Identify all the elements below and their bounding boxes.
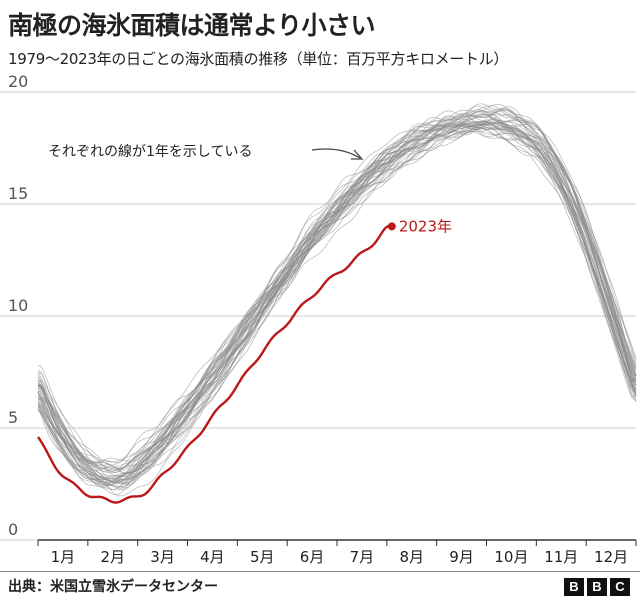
x-tick-label: 10月 bbox=[494, 548, 528, 566]
highlight-line bbox=[37, 224, 391, 504]
annotation-text: それぞれの線が1年を示している bbox=[48, 144, 253, 160]
source-note: 出典：米国立雪氷データセンター bbox=[8, 579, 218, 595]
y-tick-label: 20 bbox=[8, 72, 28, 91]
bbc-logo-letter: B bbox=[587, 578, 607, 596]
x-tick-label: 12月 bbox=[594, 548, 628, 566]
x-tick-label: 9月 bbox=[449, 548, 474, 566]
year-line bbox=[37, 119, 637, 478]
y-axis-tick-labels: 0 5 10 15 20 bbox=[8, 72, 28, 539]
year-line bbox=[37, 121, 637, 484]
year-line bbox=[37, 120, 637, 484]
annotation-arrow bbox=[311, 148, 361, 159]
annotation-arrowhead bbox=[351, 149, 364, 160]
page-title: 南極の海氷面積は通常より小さい bbox=[8, 11, 376, 40]
year-line bbox=[37, 117, 637, 482]
year-line bbox=[37, 127, 637, 491]
bbc-logo-letter: B bbox=[564, 578, 584, 596]
year-line bbox=[37, 110, 637, 473]
highlight-year-layer: 2023年 bbox=[37, 217, 452, 504]
y-tick-label: 15 bbox=[8, 184, 28, 203]
bbc-logo: B B C bbox=[564, 578, 630, 596]
year-line bbox=[37, 122, 637, 482]
x-tick-label: 3月 bbox=[150, 548, 175, 566]
year-line bbox=[37, 121, 637, 480]
year-line bbox=[38, 120, 637, 478]
year-line bbox=[37, 124, 637, 488]
background-year-lines bbox=[37, 103, 637, 497]
year-line bbox=[37, 115, 637, 480]
highlight-label: 2023年 bbox=[399, 217, 452, 235]
year-line bbox=[37, 131, 637, 496]
year-line bbox=[37, 109, 637, 473]
footer-divider bbox=[0, 571, 640, 572]
year-line bbox=[37, 109, 637, 471]
year-line bbox=[37, 121, 637, 481]
year-line bbox=[37, 110, 637, 472]
x-tick-label: 6月 bbox=[300, 548, 325, 566]
year-line bbox=[37, 121, 637, 486]
year-line bbox=[37, 125, 637, 491]
year-line bbox=[37, 124, 637, 491]
year-line bbox=[37, 128, 637, 497]
annotation-layer: それぞれの線が1年を示している bbox=[48, 144, 364, 160]
y-tick-label: 0 bbox=[8, 520, 18, 539]
year-line bbox=[37, 121, 637, 486]
year-line bbox=[37, 113, 637, 474]
highlight-endpoint bbox=[387, 222, 396, 231]
year-line bbox=[37, 121, 637, 487]
chart-subtitle: 1979～2023年の日ごとの海氷面積の推移（単位：百万平方キロメートル） bbox=[8, 50, 509, 68]
x-tick-label: 8月 bbox=[399, 548, 424, 566]
year-line bbox=[37, 124, 637, 488]
x-tick-label: 2月 bbox=[100, 548, 125, 566]
x-tick-label: 11月 bbox=[544, 548, 578, 566]
year-line bbox=[37, 105, 637, 464]
bbc-logo-letter: C bbox=[610, 578, 630, 596]
year-line bbox=[37, 126, 637, 488]
year-line bbox=[37, 121, 637, 485]
x-tick-label: 5月 bbox=[250, 548, 275, 566]
x-tick-label: 1月 bbox=[51, 548, 76, 566]
year-line bbox=[37, 110, 637, 474]
y-tick-label: 10 bbox=[8, 296, 28, 315]
x-tick-label: 4月 bbox=[200, 548, 225, 566]
year-line bbox=[37, 110, 637, 472]
x-axis: 1月 2月 3月 4月 5月 6月 7月 8月 9月 10月 11月 12月 bbox=[37, 539, 637, 566]
y-tick-label: 5 bbox=[8, 408, 18, 427]
x-tick-label: 7月 bbox=[350, 548, 375, 566]
